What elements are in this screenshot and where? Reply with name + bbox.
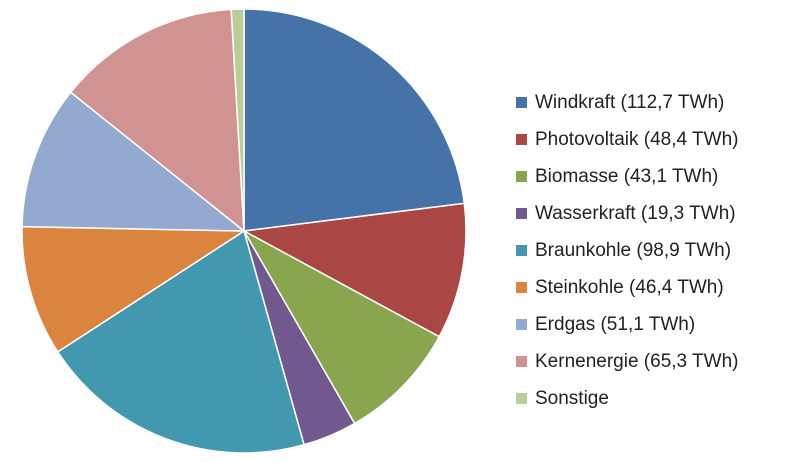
legend-label-2: Biomasse (43,1 TWh)	[535, 165, 719, 187]
pie-slice-4	[57, 230, 305, 454]
legend-swatch-1	[516, 134, 527, 145]
legend-item-1: Photovoltaik (48,4 TWh)	[516, 121, 786, 158]
legend-swatch-0	[516, 97, 527, 108]
legend-label-4: Braunkohle (98,9 TWh)	[535, 239, 732, 261]
legend-item-7: Kernenergie (65,3 TWh)	[516, 343, 786, 380]
pie-slice-5	[21, 225, 245, 353]
pie-slice-1	[243, 202, 467, 338]
legend-swatch-8	[516, 393, 527, 404]
pie-slice-6	[21, 91, 245, 232]
legend-item-5: Steinkohle (46,4 TWh)	[516, 269, 786, 306]
legend-label-6: Erdgas (51,1 TWh)	[535, 313, 696, 335]
legend: Windkraft (112,7 TWh) Photovoltaik (48,4 …	[516, 84, 786, 417]
legend-item-6: Erdgas (51,1 TWh)	[516, 306, 786, 343]
legend-swatch-5	[516, 282, 527, 293]
legend-label-1: Photovoltaik (48,4 TWh)	[535, 128, 739, 150]
legend-swatch-2	[516, 171, 527, 182]
legend-item-0: Windkraft (112,7 TWh)	[516, 84, 786, 121]
pie-slice-2	[243, 230, 440, 425]
legend-swatch-6	[516, 319, 527, 330]
legend-label-8: Sonstige	[535, 387, 609, 409]
legend-item-2: Biomasse (43,1 TWh)	[516, 158, 786, 195]
legend-item-4: Braunkohle (98,9 TWh)	[516, 232, 786, 269]
legend-swatch-4	[516, 245, 527, 256]
legend-swatch-3	[516, 208, 527, 219]
pie-slice-8	[230, 8, 245, 232]
legend-label-5: Steinkohle (46,4 TWh)	[535, 276, 724, 298]
legend-item-3: Wasserkraft (19,3 TWh)	[516, 195, 786, 232]
legend-item-8: Sonstige	[516, 380, 786, 417]
pie-slice-7	[69, 8, 245, 232]
legend-swatch-7	[516, 356, 527, 367]
legend-label-3: Wasserkraft (19,3 TWh)	[535, 202, 736, 224]
legend-label-0: Windkraft (112,7 TWh)	[535, 91, 725, 113]
pie-slice-0	[243, 8, 466, 232]
legend-label-7: Kernenergie (65,3 TWh)	[535, 350, 739, 372]
